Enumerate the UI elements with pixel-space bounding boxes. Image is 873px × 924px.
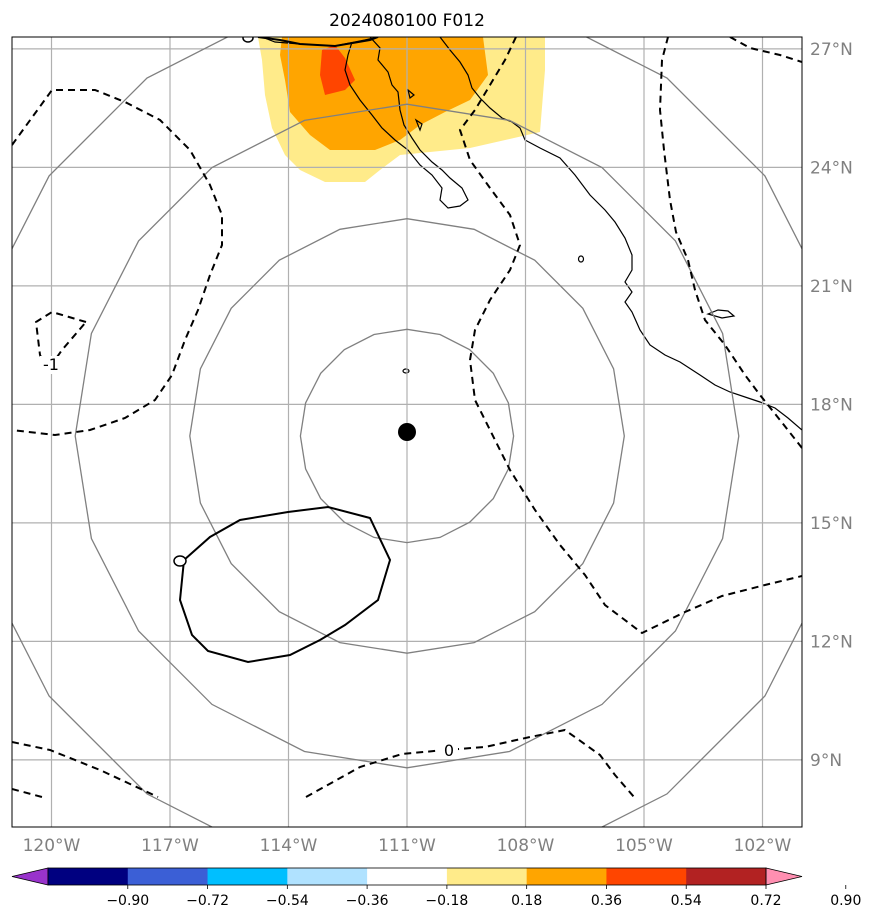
dashed-contours — [12, 37, 802, 798]
lat-tick-label: 12°N — [810, 632, 853, 652]
lon-tick-label: 111°W — [378, 836, 436, 856]
colorbar-bin — [48, 868, 129, 885]
colorbar-bin — [287, 868, 368, 885]
shade-high — [320, 45, 355, 95]
range-ring — [299, 328, 515, 544]
colorbar-bin — [127, 868, 209, 885]
lon-tick-label: 105°W — [615, 836, 673, 856]
colorbar-tick-label: 0.36 — [591, 893, 622, 909]
colorbar-tick-label: −0.18 — [425, 893, 468, 909]
lon-tick-label: 114°W — [260, 836, 318, 856]
colorbar-outline — [47, 867, 767, 886]
lat-tick-label: 18°N — [810, 395, 853, 415]
colorbar-tick-label: 0.72 — [750, 893, 781, 909]
colorbar: −0.90 −0.72 −0.54 −0.36 −0.18 0.18 0.36 0.54 0.7… — [11, 867, 861, 909]
colorbar-bin — [367, 868, 448, 885]
storm-center-marker — [398, 423, 416, 441]
lat-tick-label: 9°N — [810, 751, 842, 771]
lat-tick-label: 21°N — [810, 277, 853, 297]
coastlines — [261, 37, 802, 431]
contour-label-zero-left-marker — [173, 555, 187, 567]
range-rings — [12, 37, 802, 827]
gridlines — [12, 37, 802, 827]
lon-tick-label: 102°W — [734, 836, 792, 856]
colorbar-tick-label: −0.72 — [186, 893, 229, 909]
colorbar-tick-label: −0.90 — [106, 893, 149, 909]
zero-contour — [178, 505, 392, 664]
lon-tick-labels: 120°W 117°W 114°W 111°W 108°W 105°W 102°W — [23, 836, 792, 856]
colorbar-bin — [446, 868, 528, 885]
colorbar-bin — [526, 868, 607, 885]
lon-tick-label: 108°W — [497, 836, 555, 856]
map-panel: -1 0 — [12, 37, 802, 827]
contour-label-neg-one: -1 — [43, 355, 59, 374]
colorbar-bin — [207, 868, 288, 885]
colorbar-tick-label: −0.36 — [346, 893, 389, 909]
map-title: 2024080100 F012 — [329, 11, 485, 31]
colorbar-bin — [686, 868, 767, 885]
contour-label-zero-bottom: 0 — [444, 741, 454, 760]
range-ring — [74, 103, 740, 769]
lat-tick-label: 27°N — [810, 40, 853, 60]
map-frame — [11, 36, 803, 828]
colorbar-tick-label: 0.90 — [830, 893, 861, 909]
lon-tick-label: 120°W — [23, 836, 81, 856]
range-ring — [12, 37, 802, 827]
colorbar-bin — [606, 868, 687, 885]
contour-label-zero-top-marker — [242, 37, 254, 43]
lon-tick-label: 117°W — [141, 836, 199, 856]
colorbar-tick-label: 0.18 — [511, 893, 542, 909]
colorbar-tick-label: −0.54 — [266, 893, 309, 909]
colorbar-extend-min — [11, 867, 49, 886]
colorbar-extend-max — [765, 867, 803, 886]
lat-tick-label: 15°N — [810, 514, 853, 534]
lat-tick-labels: 27°N 24°N 21°N 18°N 15°N 12°N 9°N — [810, 40, 853, 771]
colorbar-tick-label: 0.54 — [671, 893, 702, 909]
top-contour — [257, 37, 379, 48]
range-ring — [189, 218, 625, 654]
lat-tick-label: 24°N — [810, 158, 853, 178]
